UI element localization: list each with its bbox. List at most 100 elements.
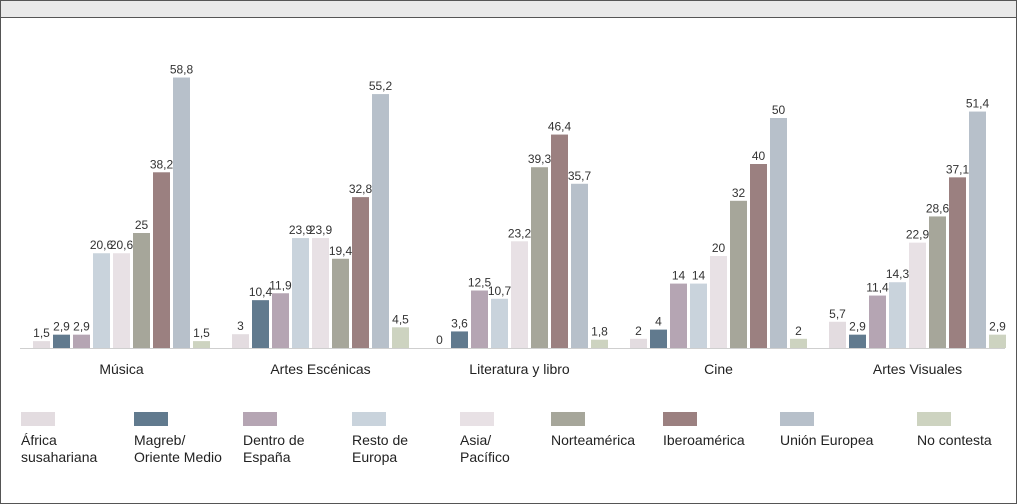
data-label: 1,5 (193, 326, 210, 340)
data-label: 32 (732, 186, 746, 200)
data-label: 38,2 (150, 157, 174, 171)
legend-item: Norteamérica (551, 412, 661, 449)
data-label: 35,7 (568, 169, 592, 183)
data-label: 11,4 (866, 281, 889, 295)
bar (591, 339, 608, 348)
bar (272, 293, 289, 348)
bar (710, 256, 727, 348)
bar (531, 167, 548, 348)
legend-item: Dentro de España (243, 412, 353, 466)
data-label: 10,7 (488, 284, 512, 298)
data-label: 3 (237, 319, 244, 333)
bar (33, 341, 50, 348)
data-label: 19,4 (329, 244, 353, 258)
data-label: 5,7 (829, 307, 846, 321)
data-label: 46,4 (548, 120, 572, 134)
data-label: 2,9 (53, 320, 70, 334)
bar (292, 238, 309, 348)
legend-label: Asia/ Pacífico (460, 432, 510, 465)
bar (571, 183, 588, 348)
legend-swatch (663, 412, 697, 426)
data-label: 12,5 (468, 276, 492, 290)
bar (153, 172, 170, 348)
category-label: Cine (704, 361, 733, 377)
category-label: Música (99, 361, 144, 377)
legend-label: Norteamérica (551, 432, 636, 448)
category-label: Artes Visuales (873, 361, 962, 377)
bar (451, 331, 468, 348)
data-label: 20,6 (90, 238, 114, 252)
data-label: 51,4 (966, 97, 990, 111)
legend-item: Magreb/ Oriente Medio (134, 412, 244, 466)
bar (889, 282, 906, 348)
bar (113, 253, 130, 348)
legend-swatch (917, 412, 951, 426)
bar (53, 334, 70, 348)
data-label: 1,5 (33, 326, 50, 340)
bar (790, 338, 807, 348)
data-label: 2 (635, 324, 642, 338)
data-label: 1,8 (591, 325, 608, 339)
bar (750, 164, 767, 348)
data-label: 50 (772, 103, 786, 117)
top-bar (1, 1, 1016, 18)
bar (392, 327, 409, 348)
legend-swatch (243, 412, 277, 426)
bar (989, 334, 1006, 348)
bar (252, 300, 269, 348)
bar (929, 216, 946, 348)
legend-label: Iberoamérica (663, 432, 745, 448)
bar (630, 338, 647, 348)
bar (312, 238, 329, 348)
legend-label: Unión Europea (780, 432, 874, 448)
bar (232, 334, 249, 348)
data-label: 23,9 (289, 223, 313, 237)
bar (133, 233, 150, 348)
legend-swatch (134, 412, 168, 426)
legend-item: Unión Europea (780, 412, 890, 449)
bar (770, 118, 787, 348)
bar (829, 321, 846, 348)
bar (670, 283, 687, 348)
data-label: 2 (795, 324, 802, 338)
legend-item: Asia/ Pacífico (460, 412, 570, 466)
legend-swatch (352, 412, 386, 426)
grouped-bar-chart: 1,5 2,9 2,920,620,62538,258,81,5Música310,… (20, 63, 1006, 377)
bar (969, 111, 986, 348)
data-label: 20,6 (110, 238, 134, 252)
data-label: 23,2 (508, 226, 532, 240)
bar (193, 341, 210, 348)
data-label: 14 (692, 269, 706, 283)
bar (93, 253, 110, 348)
legend-item: Iberoamérica (663, 412, 773, 449)
data-label: 2,9 (73, 320, 90, 334)
bar (551, 134, 568, 348)
legend-swatch (780, 412, 814, 426)
bar (352, 197, 369, 348)
bar (949, 177, 966, 348)
data-label: 20 (712, 241, 726, 255)
data-label: 3,6 (451, 316, 468, 330)
bar (849, 334, 866, 348)
legend-item: África susahariana (21, 412, 131, 466)
data-label: 23,9 (309, 223, 333, 237)
legend-label: Magreb/ Oriente Medio (134, 432, 222, 465)
legend-label: No contesta (917, 432, 992, 448)
legend-item: No contesta (917, 412, 1017, 449)
data-label: 14,3 (886, 267, 910, 281)
data-label: 25 (135, 218, 149, 232)
bar (372, 94, 389, 348)
bar (73, 334, 90, 348)
bar (173, 77, 190, 349)
data-label: 32,8 (349, 182, 373, 196)
legend-label: Dentro de España (243, 432, 305, 465)
bar (511, 241, 528, 348)
category-label: Artes Escénicas (270, 361, 370, 377)
legend-swatch (21, 412, 55, 426)
bar (650, 329, 667, 348)
data-label: 37,1 (946, 162, 970, 176)
data-label: 0 (436, 333, 443, 347)
data-label: 2,9 (989, 320, 1006, 334)
legend-label: Resto de Europa (352, 432, 409, 465)
legend-swatch (460, 412, 494, 426)
